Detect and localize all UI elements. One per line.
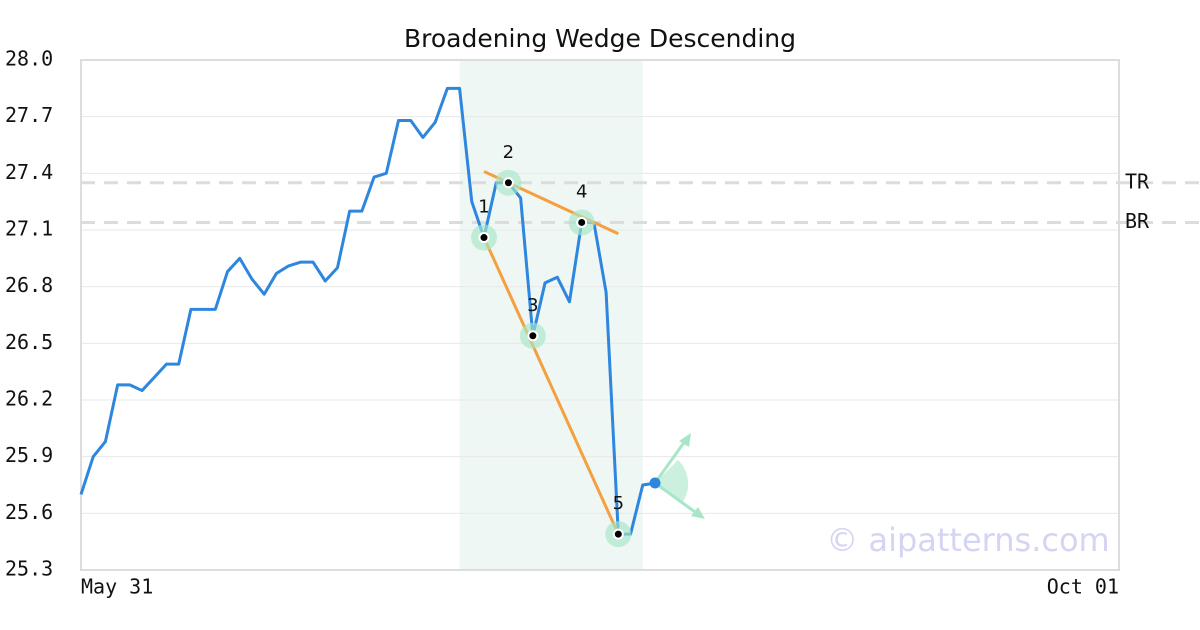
pattern-label: 2 xyxy=(503,142,514,163)
y-tick-label: 25.9 xyxy=(5,443,53,467)
pattern-zone xyxy=(459,60,643,570)
level-label: BR xyxy=(1125,209,1150,233)
x-tick-label: May 31 xyxy=(81,575,153,599)
pattern-label: 3 xyxy=(527,295,538,316)
arrow-sector xyxy=(655,460,689,503)
trend-line xyxy=(482,236,620,535)
y-tick-label: 25.3 xyxy=(5,557,53,581)
watermark: © aipatterns.com xyxy=(826,521,1109,559)
y-tick-label: 27.4 xyxy=(5,160,53,184)
pattern-label: 4 xyxy=(576,181,587,202)
plot-frame xyxy=(80,59,1120,571)
y-tick-label: 26.8 xyxy=(5,273,53,297)
pattern-point xyxy=(576,216,588,228)
pattern-point xyxy=(478,232,490,244)
y-tick-label: 28.0 xyxy=(5,47,53,71)
pattern-label: 1 xyxy=(478,197,489,218)
arrow-down xyxy=(654,481,703,519)
level-label: TR xyxy=(1125,169,1150,193)
y-tick-label: 26.5 xyxy=(5,330,53,354)
pattern-label: 5 xyxy=(613,493,624,514)
y-tick-label: 25.6 xyxy=(5,500,53,524)
price-line xyxy=(79,86,656,536)
pattern-point xyxy=(502,177,514,189)
x-tick-label: Oct 01 xyxy=(1047,575,1119,599)
direction-arrows xyxy=(653,433,705,519)
pattern-point xyxy=(527,330,539,342)
y-tick-label: 27.7 xyxy=(5,103,53,127)
chart-title: Broadening Wedge Descending xyxy=(404,24,796,53)
arrow-head xyxy=(691,507,705,519)
y-tick-label: 26.2 xyxy=(5,387,53,411)
arrow-up xyxy=(653,436,690,484)
background-layer: 25.3 25.6 25.9 26.2 26.5 26.8 27.1 27.4 27.7 28.0… xyxy=(5,47,1200,599)
pattern-point xyxy=(612,528,624,540)
foreground-layer: 1 2 3 4 5 xyxy=(79,86,656,548)
y-tick-label: 27.1 xyxy=(5,217,53,241)
arrow-head xyxy=(679,433,691,447)
current-point xyxy=(649,477,661,489)
